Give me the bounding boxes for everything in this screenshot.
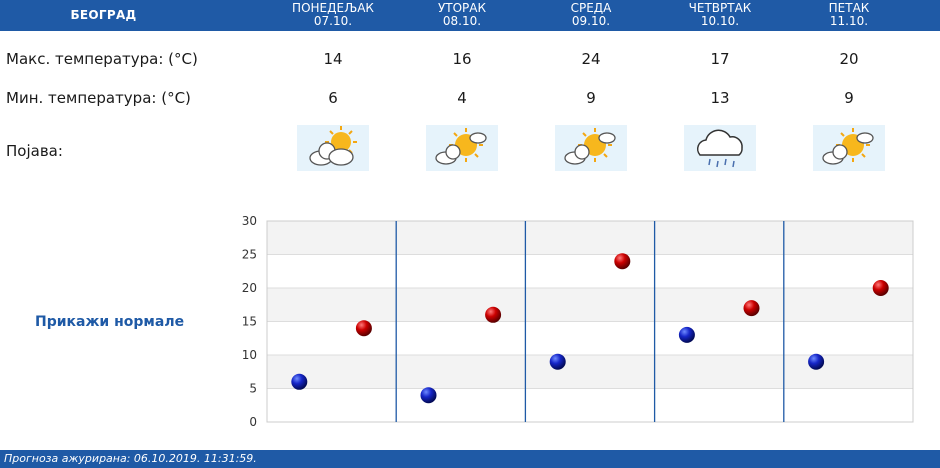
partly-cloudy-icon [555, 125, 627, 171]
day-header-thursday: ЧЕТВРТАК 10.10. [655, 2, 785, 28]
day-header-monday: ПОНЕДЕЉАК 07.10. [268, 2, 398, 28]
max-temperature-label: Макс. температура: (°C) [6, 50, 198, 68]
forecast-updated-text: Прогноза ажурирана: 06.10.2019. 11:31:59… [4, 452, 257, 465]
day-name: СРЕДА [570, 1, 612, 15]
max-temp-point [355, 320, 372, 337]
day-date: 08.10. [442, 14, 482, 28]
max-temp-tuesday: 16 [452, 50, 472, 68]
min-temp-friday: 9 [844, 89, 854, 107]
min-temp-point [678, 326, 695, 343]
day-header-tuesday: УТОРАК 08.10. [397, 2, 527, 28]
max-temp-friday: 20 [839, 50, 859, 68]
y-tick-label: 10 [242, 348, 257, 362]
day-date: 07.10. [313, 14, 353, 28]
min-temp-wednesday: 9 [586, 89, 596, 107]
y-tick-label: 30 [242, 214, 257, 228]
min-temperature-label: Мин. температура: (°C) [6, 89, 191, 107]
max-temp-point [485, 306, 502, 323]
rain-cloud-icon [684, 125, 756, 171]
partly-cloudy-icon [297, 125, 369, 171]
max-temp-point [743, 300, 760, 317]
y-tick-label: 20 [242, 281, 257, 295]
y-tick-label: 5 [249, 382, 257, 396]
day-header-friday: ПЕТАК 11.10. [784, 2, 914, 28]
partly-cloudy-icon [813, 125, 885, 171]
day-date: 10.10. [700, 14, 740, 28]
y-tick-label: 25 [242, 248, 257, 262]
footer-bar: Прогноза ажурирана: 06.10.2019. 11:31:59… [0, 450, 940, 468]
plot-frame [266, 220, 914, 423]
day-name: УТОРАК [437, 1, 487, 15]
day-header-wednesday: СРЕДА 09.10. [526, 2, 656, 28]
day-name: ЧЕТВРТАК [688, 1, 752, 15]
min-temp-thursday: 13 [710, 89, 730, 107]
min-temp-monday: 6 [328, 89, 338, 107]
chart-band [267, 355, 913, 389]
min-temp-point [291, 373, 308, 390]
day-date: 11.10. [829, 14, 869, 28]
chart-band [267, 288, 913, 322]
min-temp-point [420, 387, 437, 404]
show-normals-link[interactable]: Прикажи нормале [35, 314, 185, 330]
max-temp-wednesday: 24 [581, 50, 601, 68]
y-tick-label: 0 [249, 415, 257, 429]
min-temp-tuesday: 4 [457, 89, 467, 107]
city-name: БЕОГРАД [70, 8, 137, 22]
temperature-chart: 0 5 10 15 20 25 30 [242, 214, 914, 429]
chart-band [267, 221, 913, 255]
partly-cloudy-icon [426, 125, 498, 171]
max-temp-point [872, 280, 889, 296]
max-temp-monday: 14 [323, 50, 343, 68]
forecast-header: БЕОГРАД ПОНЕДЕЉАК 07.10. УТОРАК 08.10. С… [0, 0, 940, 31]
day-date: 09.10. [571, 14, 611, 28]
day-name: ПЕТАК [828, 1, 870, 15]
max-temp-thursday: 17 [710, 50, 730, 68]
min-temp-point [549, 353, 566, 370]
y-tick-label: 15 [242, 315, 257, 329]
min-temp-point [808, 353, 825, 370]
day-name: ПОНЕДЕЉАК [292, 1, 374, 15]
phenomenon-label: Појава: [6, 142, 63, 160]
max-temp-point [614, 253, 631, 270]
